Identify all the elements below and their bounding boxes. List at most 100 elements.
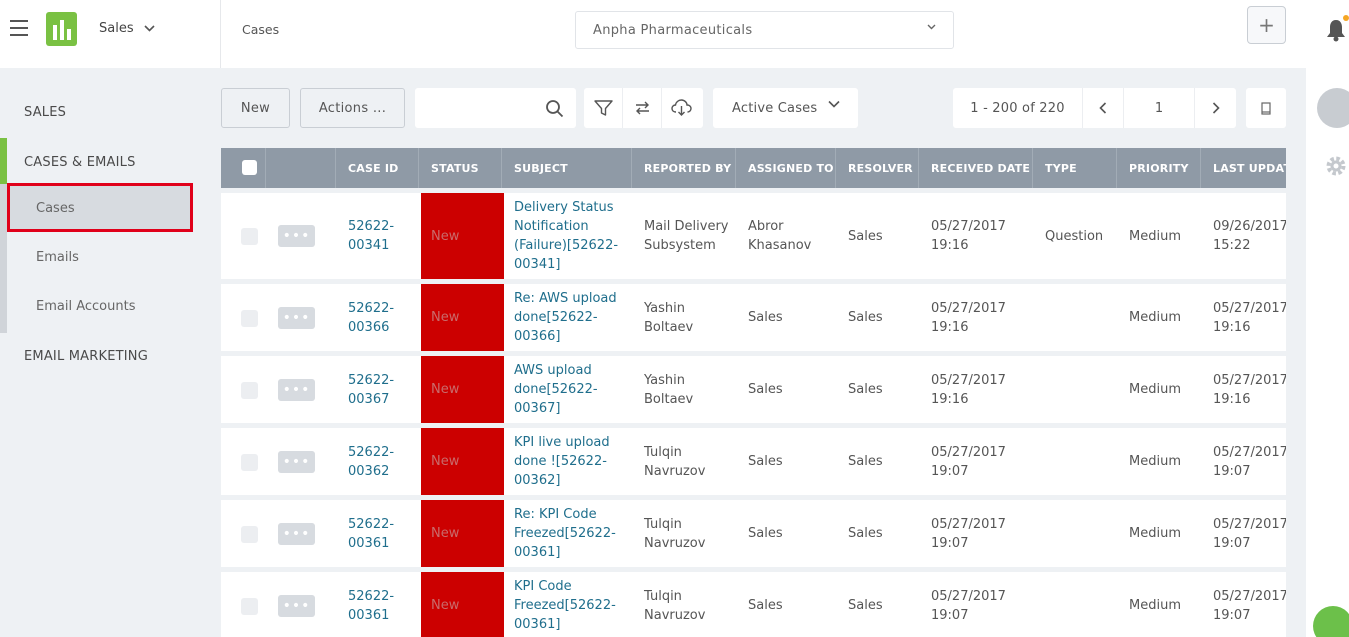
- table-row[interactable]: ••• New 52622- 00341 Delivery Status Notifica…: [221, 193, 1286, 279]
- cell-subject[interactable]: AWS upload done[52622- 00367]: [514, 361, 598, 418]
- column-header-case-id[interactable]: CASE ID: [335, 148, 418, 188]
- row-checkbox[interactable]: [241, 525, 258, 543]
- cell-received: 05/27/2017 19:07: [931, 587, 1006, 625]
- column-header-assigned-to[interactable]: ASSIGNED TO: [735, 148, 835, 188]
- sidebar-item-email-accounts[interactable]: Email Accounts: [36, 299, 136, 314]
- new-button[interactable]: New: [221, 88, 290, 128]
- row-checkbox[interactable]: [241, 453, 258, 471]
- row-actions-menu-icon[interactable]: •••: [278, 306, 315, 329]
- cell-priority: Medium: [1129, 524, 1181, 543]
- cell-case-id[interactable]: 52622- 00367: [348, 371, 394, 409]
- refresh-button[interactable]: [623, 88, 662, 128]
- row-actions-menu-icon[interactable]: •••: [278, 225, 315, 247]
- cell-last-update: 05/27/2017 19:07: [1213, 587, 1286, 625]
- sidebar-section-sales[interactable]: SALES: [24, 105, 67, 120]
- cell-priority: Medium: [1129, 308, 1181, 327]
- cell-line: Sales: [748, 526, 783, 541]
- search-input[interactable]: [425, 98, 540, 118]
- table-row[interactable]: ••• New 52622- 00362 KPI live upload done ![5…: [221, 428, 1286, 495]
- cell-subject[interactable]: KPI Code Freezed[52622- 00361]: [514, 577, 616, 634]
- row-checkbox[interactable]: [241, 228, 258, 245]
- cell-line: 00367]: [514, 401, 561, 416]
- pagination: 1 - 200 of 220 1: [953, 88, 1236, 128]
- sidebar-section-email-marketing[interactable]: EMAIL MARKETING: [24, 349, 148, 364]
- row-checkbox[interactable]: [241, 597, 258, 615]
- cell-subject[interactable]: Re: KPI Code Freezed[52622- 00361]: [514, 505, 616, 562]
- select-all-checkbox[interactable]: [242, 160, 257, 175]
- organization-select-value: Anpha Pharmaceuticals: [593, 22, 753, 38]
- cell-subject[interactable]: KPI live upload done ![52622- 00362]: [514, 433, 610, 490]
- organization-select[interactable]: Anpha Pharmaceuticals: [575, 11, 954, 49]
- cell-line: Freezed[52622-: [514, 598, 616, 613]
- cell-line: Medium: [1129, 310, 1181, 325]
- cell-priority: Medium: [1129, 452, 1181, 471]
- cell-line: 05/27/2017: [931, 444, 1006, 460]
- cell-line: 05/27/2017: [931, 300, 1006, 316]
- column-header-last-update[interactable]: LAST UPDATE: [1200, 148, 1286, 188]
- cell-case-id[interactable]: 52622- 00362: [348, 443, 394, 481]
- table-row[interactable]: ••• New 52622- 00361 KPI Code Freezed[52622- 0…: [221, 572, 1286, 637]
- column-header-type[interactable]: TYPE: [1032, 148, 1116, 188]
- cell-line: 19:16: [1213, 319, 1251, 335]
- table-row[interactable]: ••• New 52622- 00361 Re: KPI Code Freezed[526…: [221, 500, 1286, 567]
- cell-case-id[interactable]: 52622- 00366: [348, 299, 394, 337]
- column-header-received-date[interactable]: RECEIVED DATE: [918, 148, 1032, 188]
- cell-line: 52622-: [348, 444, 395, 460]
- row-actions-menu-icon[interactable]: •••: [278, 450, 315, 473]
- cell-subject[interactable]: Re: AWS upload done[52622- 00366]: [514, 289, 617, 346]
- table-row[interactable]: ••• New 52622- 00367 AWS upload done[52622- 00…: [221, 356, 1286, 423]
- hamburger-menu-icon[interactable]: [10, 20, 28, 38]
- sidebar-section-cases-emails[interactable]: CASES & EMAILS: [24, 155, 136, 170]
- filter-button[interactable]: [584, 88, 623, 128]
- cell-priority: Medium: [1129, 227, 1181, 246]
- column-header-priority[interactable]: PRIORITY: [1116, 148, 1200, 188]
- column-header-subject[interactable]: SUBJECT: [501, 148, 631, 188]
- bell-icon[interactable]: [1325, 18, 1347, 42]
- cell-line: Yashin: [644, 300, 685, 316]
- swap-arrows-icon: [635, 101, 649, 115]
- row-actions-menu-icon[interactable]: •••: [278, 522, 315, 545]
- cell-line: Sales: [848, 526, 883, 541]
- page-number-input[interactable]: 1: [1124, 88, 1195, 128]
- export-button[interactable]: [662, 88, 701, 128]
- row-checkbox[interactable]: [241, 381, 258, 399]
- cell-case-id[interactable]: 52622- 00361: [348, 587, 394, 625]
- cell-subject[interactable]: Delivery Status Notification (Failure)[526…: [514, 198, 618, 274]
- app-selector[interactable]: Sales: [99, 21, 155, 36]
- cell-assigned-to: Sales: [748, 452, 783, 471]
- avatar[interactable]: [1317, 88, 1349, 128]
- cell-line: 19:07: [1213, 463, 1251, 479]
- cell-resolver: Sales: [848, 380, 883, 399]
- column-settings-button[interactable]: [1246, 88, 1286, 128]
- column-header-status[interactable]: STATUS: [418, 148, 501, 188]
- row-checkbox[interactable]: [241, 309, 258, 327]
- sales-app-logo-icon: [46, 12, 77, 46]
- actions-button[interactable]: Actions ...: [300, 88, 405, 128]
- cell-resolver: Sales: [848, 227, 883, 246]
- cell-case-id[interactable]: 52622- 00361: [348, 515, 394, 553]
- table-row[interactable]: ••• New 52622- 00366 Re: AWS upload done[5262…: [221, 284, 1286, 351]
- add-button[interactable]: +: [1247, 6, 1286, 44]
- cell-resolver: Sales: [848, 596, 883, 615]
- next-page-button[interactable]: [1195, 88, 1236, 128]
- chat-bubble-icon[interactable]: [1313, 606, 1349, 637]
- row-actions-menu-icon[interactable]: •••: [278, 378, 315, 401]
- column-header-reported-by[interactable]: REPORTED BY: [631, 148, 735, 188]
- cases-grid: CASE ID STATUS SUBJECT REPORTED BY ASSIG…: [221, 148, 1286, 637]
- app-name-label: Sales: [99, 21, 134, 36]
- view-select[interactable]: Active Cases: [713, 88, 858, 128]
- sidebar-item-emails[interactable]: Emails: [36, 250, 79, 265]
- cell-line: Sales: [748, 454, 783, 469]
- column-header-resolver[interactable]: RESOLVER: [835, 148, 918, 188]
- cell-last-update: 09/26/2017 15:22: [1213, 217, 1286, 255]
- gear-icon[interactable]: [1325, 155, 1347, 177]
- cell-line: 00341]: [514, 257, 561, 272]
- cell-line: Medium: [1129, 228, 1181, 244]
- prev-page-button[interactable]: [1083, 88, 1124, 128]
- search-icon[interactable]: [545, 99, 564, 118]
- status-badge: New: [421, 500, 504, 567]
- row-actions-menu-icon[interactable]: •••: [278, 594, 315, 617]
- cell-case-id[interactable]: 52622- 00341: [348, 217, 394, 255]
- sidebar-item-cases[interactable]: Cases: [36, 201, 75, 216]
- status-badge: New: [421, 572, 504, 637]
